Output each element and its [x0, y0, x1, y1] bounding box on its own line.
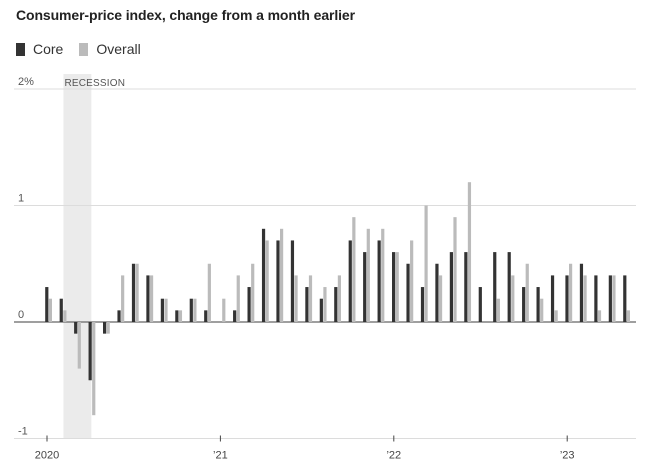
bar-core	[507, 252, 511, 322]
y-tick-label: 2%	[18, 76, 34, 88]
bar-core	[363, 252, 367, 322]
bar-core	[623, 275, 627, 322]
bar-core	[522, 287, 526, 322]
bar-overall	[207, 263, 211, 322]
y-tick-label: -1	[18, 426, 28, 438]
bar-overall	[135, 263, 139, 322]
bar-overall	[381, 228, 385, 322]
bar-overall	[222, 298, 226, 322]
bar-overall	[265, 240, 269, 322]
chart-legend: Core Overall	[16, 41, 141, 57]
recession-band	[63, 74, 92, 439]
bar-overall	[352, 217, 356, 322]
bar-overall	[106, 322, 110, 334]
bar-core	[579, 263, 584, 322]
y-tick-label: 0	[18, 309, 24, 321]
legend-swatch-core	[16, 42, 25, 56]
x-tick-label: ’21	[213, 450, 228, 462]
bar-overall	[612, 275, 616, 322]
bar-overall	[438, 275, 443, 322]
bar-overall	[178, 310, 183, 322]
bar-core	[45, 287, 49, 322]
bar-overall	[48, 298, 52, 322]
bar-core	[233, 310, 237, 322]
y-tick-label: 1	[18, 193, 24, 205]
bar-overall	[597, 310, 602, 322]
bar-core	[319, 298, 323, 322]
legend-item-overall: Overall	[79, 41, 141, 57]
bar-overall	[323, 287, 327, 322]
bar-core	[247, 287, 251, 322]
bar-core	[348, 240, 352, 322]
bar-core	[103, 322, 107, 334]
legend-label-core: Core	[33, 41, 64, 57]
bar-overall	[236, 275, 240, 322]
bar-overall	[410, 240, 414, 322]
bar-overall	[294, 275, 298, 322]
chart-title: Consumer-price index, change from a mont…	[16, 7, 355, 23]
bar-overall	[395, 252, 399, 322]
bar-overall	[251, 263, 255, 322]
bar-overall	[63, 310, 67, 322]
bar-overall	[193, 298, 197, 322]
x-tick-label: 2020	[35, 450, 59, 462]
x-tick-label: ’23	[560, 450, 575, 462]
bar-core	[204, 310, 208, 322]
bar-core	[74, 322, 78, 334]
bar-core	[493, 252, 497, 322]
bar-overall	[583, 275, 587, 322]
bar-overall	[424, 205, 428, 322]
bar-core	[594, 275, 598, 322]
bar-core	[449, 252, 453, 322]
bar-overall	[149, 275, 154, 322]
bar-core	[117, 310, 121, 322]
bar-overall	[525, 263, 529, 322]
bar-overall	[77, 322, 81, 369]
x-tick-label: ’22	[386, 450, 401, 462]
bar-core	[435, 263, 439, 322]
bar-core	[478, 287, 482, 322]
bar-overall	[164, 298, 168, 322]
bar-overall	[511, 275, 515, 322]
bar-core	[290, 240, 295, 322]
bar-core	[131, 263, 136, 322]
recession-label: RECESSION	[64, 78, 125, 89]
legend-item-core: Core	[16, 41, 63, 57]
bar-core	[334, 287, 338, 322]
bar-core	[406, 263, 410, 322]
bar-core	[377, 240, 381, 322]
bar-core	[565, 275, 569, 322]
bar-overall	[467, 182, 472, 322]
bar-core	[550, 275, 555, 322]
bar-overall	[569, 263, 573, 322]
bar-core	[160, 298, 164, 322]
bar-core	[608, 275, 612, 322]
bar-overall	[540, 298, 544, 322]
bar-overall	[366, 228, 370, 322]
bar-overall	[337, 275, 341, 322]
bar-core	[392, 252, 396, 322]
bar-core	[88, 322, 92, 381]
bar-core	[59, 298, 63, 322]
bar-core	[175, 310, 179, 322]
bar-core	[420, 287, 425, 322]
bar-core	[146, 275, 150, 322]
bar-core	[261, 228, 266, 322]
bar-overall	[308, 275, 313, 322]
bar-overall	[280, 228, 284, 322]
bar-core	[536, 287, 540, 322]
bar-core	[276, 240, 280, 322]
bar-overall	[554, 310, 558, 322]
bar-overall	[626, 310, 630, 322]
legend-swatch-overall	[79, 42, 89, 56]
bar-overall	[453, 217, 457, 322]
bar-overall	[121, 275, 125, 322]
bar-core	[305, 287, 309, 322]
bar-core	[189, 298, 193, 322]
bar-overall	[92, 322, 96, 416]
legend-label-overall: Overall	[96, 41, 141, 57]
bar-overall	[496, 298, 500, 322]
bar-core	[464, 252, 468, 322]
